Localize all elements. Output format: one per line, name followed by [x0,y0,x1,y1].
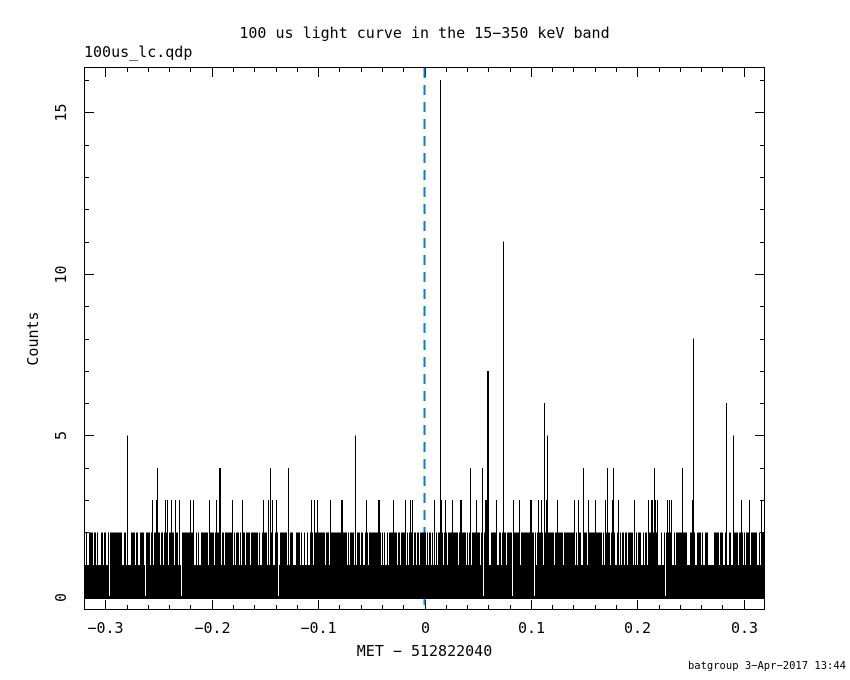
x-axis-label: MET − 512822040 [357,642,492,660]
y-axis-label: Counts [24,311,42,365]
x-tick-label: 0.3 [731,619,758,637]
x-tick-label: 0.1 [518,619,545,637]
file-label: 100us_lc.qdp [84,43,192,61]
light-curve-data [84,79,765,600]
credit-label: batgroup 3−Apr−2017 13:44 [688,660,846,672]
chart-title: 100 us light curve in the 15−350 keV ban… [239,24,609,42]
tick-labels: −0.3 −0.2 −0.1 0 0.1 0.2 0.3 0 5 10 15 [52,103,758,637]
x-tick-label: −0.2 [194,619,230,637]
y-tick-label: 10 [52,265,70,283]
x-tick-label: −0.1 [300,619,336,637]
x-tick-label: 0 [421,619,430,637]
x-tick-label: 0.2 [624,619,651,637]
light-curve-path [84,79,765,600]
y-tick-label: 0 [52,593,70,602]
y-tick-label: 15 [52,103,70,121]
y-tick-label: 5 [52,431,70,440]
x-tick-label: −0.3 [87,619,123,637]
frame-rect [84,67,765,610]
